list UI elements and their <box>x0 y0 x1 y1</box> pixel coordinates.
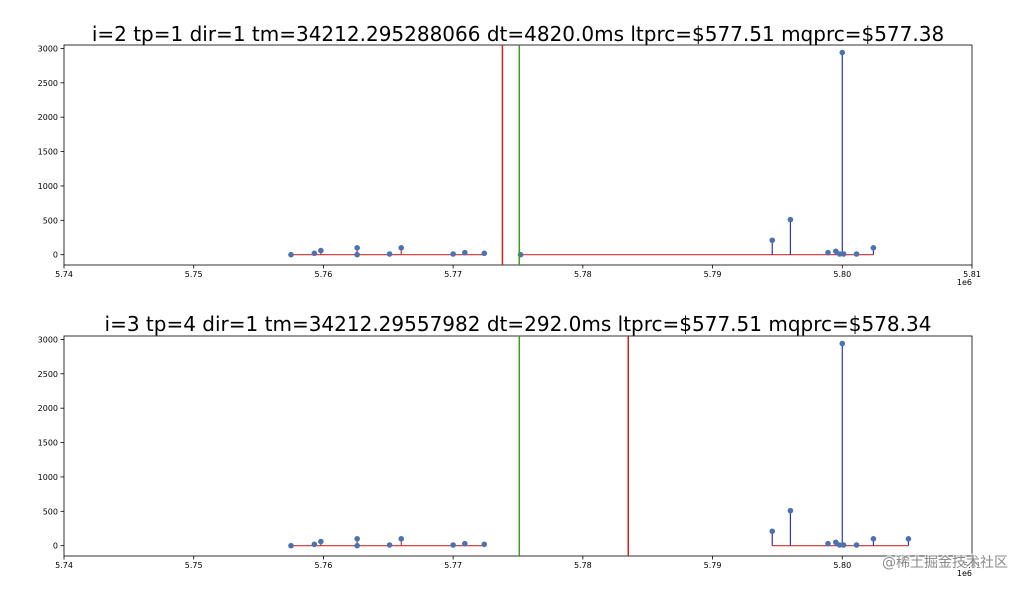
bid-stem-marker <box>318 247 324 254</box>
bid-stem-marker <box>354 245 360 251</box>
x-tick-label: 5.78 <box>574 561 592 570</box>
bid-stem-marker <box>462 540 468 547</box>
axes-frame <box>63 335 973 557</box>
ask-stem-marker <box>769 528 776 535</box>
subplot-1: i=2 tp=1 dir=1 tm=34212.295288066 dt=482… <box>38 22 981 287</box>
bid-stem-marker <box>288 542 294 549</box>
y-tick-label: 2000 <box>38 404 58 413</box>
chart-title: i=2 tp=1 dir=1 tm=34212.295288066 dt=482… <box>92 22 944 46</box>
ask-stem-marker <box>836 251 843 257</box>
y-tick-label: 3000 <box>38 335 58 344</box>
ask-stem-marker <box>787 216 794 223</box>
x-tick-label: 5.77 <box>444 561 462 570</box>
ask-stem-marker <box>825 249 831 256</box>
watermark-halo: @稀土掘金技术社区 <box>882 555 1008 571</box>
x-tick-label: 5.81 <box>963 561 981 570</box>
bid-stem-marker <box>386 542 393 548</box>
x-tick-label: 5.74 <box>55 561 73 570</box>
x-offset-label: 1e6 <box>957 569 972 578</box>
ask-stem-marker <box>870 245 877 251</box>
y-tick-label: 1000 <box>38 182 58 191</box>
bid-stem-marker <box>481 541 488 548</box>
y-tick-label: 1500 <box>38 439 58 448</box>
bid-stem-marker <box>481 250 488 257</box>
ask-stem-marker <box>870 536 877 542</box>
x-tick-label: 5.76 <box>315 270 333 279</box>
bid-stem-marker <box>318 538 324 545</box>
bid-stem-marker <box>354 536 360 542</box>
ask-stem-marker <box>905 536 912 542</box>
bid-stem-marker <box>354 542 360 549</box>
bid-stem-marker <box>386 251 393 257</box>
bid-stem-marker <box>311 541 318 548</box>
x-offset-label: 1e6 <box>957 278 972 287</box>
ask-stem-marker <box>839 49 846 56</box>
x-tick-label: 5.76 <box>315 561 333 570</box>
ask-stem-marker <box>853 542 860 548</box>
ask-stem-marker <box>833 248 839 255</box>
y-tick-label: 500 <box>43 216 58 225</box>
bid-stem-marker <box>398 245 405 251</box>
ask-stem-marker <box>840 542 847 548</box>
x-tick-label: 5.75 <box>185 270 203 279</box>
bid-stem-marker <box>398 536 405 542</box>
x-tick-label: 5.74 <box>55 270 73 279</box>
ask-stem-marker <box>833 539 839 546</box>
x-tick-label: 5.77 <box>444 270 462 279</box>
bid-stem-marker <box>450 542 456 548</box>
ask-stem-marker <box>769 237 776 244</box>
chart-title: i=3 tp=4 dir=1 tm=34212.29557982 dt=292.… <box>105 312 932 336</box>
subplot-2: i=3 tp=4 dir=1 tm=34212.29557982 dt=292.… <box>38 312 981 578</box>
ask-stem-marker <box>836 542 843 548</box>
y-tick-label: 3000 <box>38 44 58 53</box>
bid-stem-marker <box>311 250 318 257</box>
y-tick-label: 2000 <box>38 113 58 122</box>
x-tick-label: 5.75 <box>185 561 203 570</box>
y-tick-label: 0 <box>53 251 58 260</box>
axes-frame <box>63 44 973 266</box>
ask-stem-marker <box>825 540 831 547</box>
x-tick-label: 5.80 <box>833 270 851 279</box>
bid-stem-marker <box>462 249 468 256</box>
x-tick-label: 5.79 <box>704 561 722 570</box>
x-tick-label: 5.81 <box>963 270 981 279</box>
y-tick-label: 1000 <box>38 473 58 482</box>
x-tick-label: 5.79 <box>704 270 722 279</box>
y-tick-label: 2500 <box>38 79 58 88</box>
y-tick-label: 2500 <box>38 370 58 379</box>
bid-stem-marker <box>288 251 294 258</box>
x-tick-label: 5.78 <box>574 270 592 279</box>
x-tick-label: 5.80 <box>833 561 851 570</box>
bid-stem-marker <box>450 251 456 257</box>
ask-stem-marker <box>839 340 846 347</box>
bid-stem-marker <box>354 251 360 258</box>
y-tick-label: 1500 <box>38 148 58 157</box>
y-tick-label: 500 <box>43 507 58 516</box>
ask-stem-marker <box>787 507 794 514</box>
ask-stem-marker <box>853 251 860 257</box>
y-tick-label: 0 <box>53 542 58 551</box>
watermark: @稀土掘金技术社区 <box>882 555 1008 571</box>
ask-stem-marker <box>840 251 847 257</box>
